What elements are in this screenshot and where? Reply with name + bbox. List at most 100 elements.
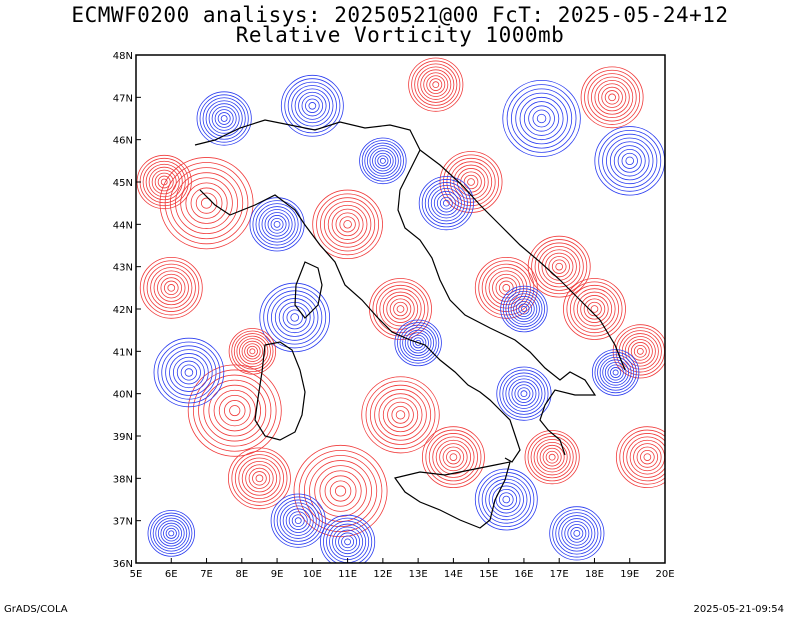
vorticity-contour [609,141,650,181]
vorticity-contour [290,313,299,322]
vorticity-field [136,57,665,563]
vorticity-contour [270,218,284,231]
vorticity-contour [510,295,538,323]
vorticity-contour [146,263,196,312]
vorticity-contour [555,512,599,555]
vorticity-contour [208,384,262,437]
vorticity-contour [154,172,174,192]
vorticity-contour [518,303,530,315]
vorticity-contour [312,189,383,260]
vorticity-contour [160,522,183,544]
footer-timestamp: 2025-05-21-09:54 [693,604,784,615]
vorticity-contour [241,340,264,362]
vorticity-contour [520,390,528,398]
vorticity-contour [147,510,195,557]
vorticity-contour [433,190,459,216]
vorticity-contour [536,113,547,124]
lon-tick-label: 6E [165,569,178,580]
vorticity-contour [369,384,432,445]
vorticity-contour [274,298,315,337]
vorticity-contour [492,485,521,514]
vorticity-contour [580,66,644,129]
vorticity-contour [273,220,281,228]
vorticity-contour [341,535,355,549]
vorticity-contour [612,324,665,379]
lat-tick-label: 47N [113,93,133,104]
vorticity-contour [245,464,274,493]
vorticity-contour [369,147,397,174]
vorticity-contour [167,284,176,292]
vorticity-contour [264,212,290,237]
vorticity-contour [359,137,407,185]
lon-tick-label: 10E [303,569,322,580]
vorticity-contour [442,199,450,207]
vorticity-contour [515,300,533,318]
vorticity-contour [432,81,440,88]
corsica-coast [294,261,323,319]
vorticity-contour [150,267,193,309]
vorticity-contour [418,176,474,231]
vorticity-contour [408,57,464,112]
vorticity-contour [208,103,240,134]
vorticity-contour [576,291,613,327]
vorticity-contour [284,78,341,134]
vorticity-contour [379,157,386,164]
vorticity-contour [399,324,437,362]
vorticity-contour [524,430,580,485]
vorticity-contour [534,242,584,291]
vorticity-contour [382,291,419,327]
lon-tick-label: 7E [200,569,213,580]
vorticity-contour [395,410,406,420]
vorticity-contour [513,298,535,320]
vorticity-contour [157,341,221,404]
vorticity-contour [502,372,546,415]
vorticity-contour [533,438,571,476]
vorticity-contour [421,426,485,489]
contour-lines [136,57,665,563]
vorticity-contour [199,94,249,143]
vorticity-contour [443,154,500,210]
vorticity-contour [446,449,461,465]
vorticity-contour [478,472,535,527]
vorticity-contour [640,449,655,465]
vorticity-contour [442,446,465,468]
vorticity-contour [163,280,179,296]
vorticity-contour [192,369,277,452]
vorticity-contour [435,439,472,475]
vorticity-contour [432,436,475,478]
vorticity-contour [160,277,183,299]
vorticity-contour [163,525,180,542]
vorticity-contour [449,161,493,203]
vorticity-contour [161,345,217,400]
longitude-labels: 5E 6E 7E 8E 9E 10E 11E 12E 13E 14E 15E 16E 17E 18E 19E… [130,569,675,580]
vorticity-contour [502,284,511,292]
vorticity-contour [319,470,362,512]
vorticity-contour [364,142,402,180]
vorticity-contour [324,475,357,507]
vorticity-contour [217,112,231,125]
vorticity-contour [542,447,562,467]
sardinia-coast [254,341,306,441]
vorticity-contour [279,502,317,539]
vorticity-contour [200,197,213,209]
vorticity-contour [515,92,568,145]
vorticity-contour [426,75,446,94]
vorticity-contour [563,278,626,340]
vorticity-contour [377,155,389,167]
vorticity-contour [320,514,376,563]
vorticity-contour [386,295,415,323]
vorticity-contour [567,524,587,543]
vorticity-contour [427,184,465,222]
lat-tick-label: 45N [113,178,133,189]
vorticity-contour [488,482,524,517]
vorticity-contour [329,480,352,502]
vorticity-contour [606,137,654,185]
vorticity-contour [339,216,356,233]
vorticity-contour [139,256,203,319]
vorticity-contour [231,330,274,373]
vorticity-contour [545,450,559,464]
vorticity-contour [590,305,599,313]
vorticity-contour [157,175,171,189]
vorticity-contour [587,301,602,317]
